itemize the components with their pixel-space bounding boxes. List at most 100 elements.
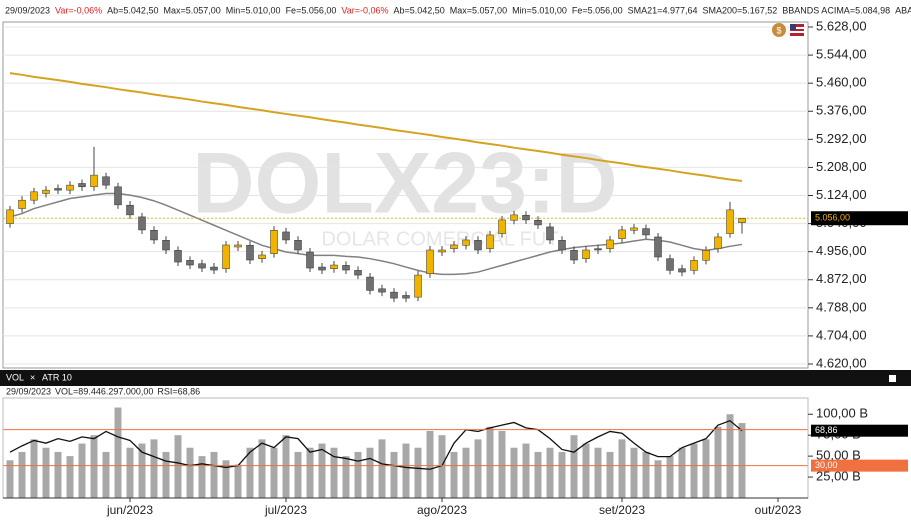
y-tick-label: 4.956,00 — [816, 243, 867, 258]
y-tick-label: 5.544,00 — [816, 47, 867, 62]
candle-body — [150, 230, 158, 241]
y-tick-label: 100,00 B — [816, 406, 868, 421]
y-tick-label: 5.208,00 — [816, 159, 867, 174]
candle-body — [222, 244, 230, 269]
candle-body — [6, 209, 14, 224]
volume-bar — [114, 407, 122, 498]
volume-bar — [258, 439, 266, 498]
candle-body — [606, 239, 614, 249]
y-tick-label: 50,00 B — [816, 448, 861, 463]
panel-toggle[interactable] — [889, 375, 896, 382]
x-tick-label: jul/2023 — [264, 503, 307, 517]
volume-bar — [522, 443, 530, 498]
candle-body — [354, 270, 362, 276]
candle-body — [558, 240, 566, 251]
candle-body — [438, 249, 446, 253]
panel-tab[interactable]: ATR 10 — [42, 372, 72, 382]
candle-body — [666, 258, 674, 271]
candle-body — [690, 260, 698, 271]
candle-body — [522, 214, 530, 221]
candle-body — [330, 264, 338, 269]
rsi-line — [9, 419, 743, 470]
header-item: Fe=5.056,00 — [572, 5, 623, 15]
volume-bar — [390, 451, 398, 498]
volume-bar — [210, 451, 218, 498]
candle-body — [642, 228, 650, 236]
rsi-last-label: 68,86 — [815, 425, 838, 435]
volume-bar — [138, 443, 146, 498]
volume-bar — [426, 430, 434, 498]
candle-body — [126, 204, 134, 216]
watermark: DOLX23:D — [192, 136, 617, 232]
volume-bar — [534, 451, 542, 498]
candle-body — [378, 288, 386, 293]
y-tick-label: 4.788,00 — [816, 299, 867, 314]
candle-body — [18, 199, 26, 209]
volume-bar — [330, 447, 338, 498]
candle-body — [402, 295, 410, 299]
volume-bar — [630, 447, 638, 498]
candle-body — [570, 250, 578, 261]
volume-bar — [606, 451, 614, 498]
volume-bar — [402, 443, 410, 498]
volume-bar — [594, 447, 602, 498]
candle-body — [306, 251, 314, 269]
y-tick-label: 5.628,00 — [816, 18, 867, 33]
header-item: Ab=5.042,50 — [107, 5, 158, 15]
volume-bar — [186, 447, 194, 498]
volume-bar — [246, 447, 254, 498]
volume-bar — [102, 451, 110, 498]
volume-bar — [294, 451, 302, 498]
volume-bar — [462, 447, 470, 498]
panel-bar — [0, 370, 911, 386]
volume-bar — [738, 423, 746, 498]
volume-bar — [570, 435, 578, 498]
y-tick-label: 5.124,00 — [816, 187, 867, 202]
volume-bar — [342, 456, 350, 498]
candle-body — [246, 245, 254, 261]
candle-body — [234, 244, 242, 248]
y-tick-label: 4.620,00 — [816, 355, 867, 370]
panel-tab[interactable]: VOL — [6, 372, 24, 382]
candle-body — [594, 248, 602, 251]
candle-body — [678, 268, 686, 273]
candle-body — [282, 231, 290, 241]
header-item: 29/09/2023 — [5, 5, 50, 15]
last-price-box — [811, 211, 908, 226]
candle-body — [534, 219, 542, 226]
volume-bar — [450, 451, 458, 498]
currency-icon[interactable] — [772, 23, 786, 37]
flag-stripe — [790, 27, 804, 29]
header-item: BBANDS ACIMA=5.084,98 — [782, 5, 890, 15]
volume-bar — [306, 447, 314, 498]
volume-bar — [234, 464, 242, 498]
volume-bar — [354, 451, 362, 498]
volume-bar — [486, 426, 494, 498]
volume-bar — [126, 447, 134, 498]
volume-bar — [150, 439, 158, 498]
watermark-subtitle: DOLAR COMERCIAL FUT — [321, 228, 558, 250]
header-item: Var=-0,06% — [55, 5, 102, 15]
volume-bar — [510, 447, 518, 498]
header-item: Var=-0,06% — [341, 5, 388, 15]
volume-bar — [726, 414, 734, 498]
volume-bar — [414, 447, 422, 498]
header-item: Max=5.057,00 — [450, 5, 507, 15]
panel-info: VOL=89.446.297.000,00 — [55, 386, 153, 396]
header-item: Min=5.010,00 — [512, 5, 567, 15]
candle-body — [450, 244, 458, 249]
last-price-label: 5.056,00 — [815, 213, 850, 223]
candle-body — [78, 183, 86, 188]
header-item: Fe=5.056,00 — [286, 5, 337, 15]
volume-bar — [366, 447, 374, 498]
header-item: Ab=5.042,50 — [393, 5, 444, 15]
volume-bar — [678, 447, 686, 498]
volume-bar — [498, 430, 506, 498]
candle-body — [462, 239, 470, 246]
volume-bar — [6, 460, 14, 498]
header-item: SMA200=5.167,52 — [702, 5, 777, 15]
x-tick-label: out/2023 — [755, 503, 802, 517]
y-tick-label: 4.704,00 — [816, 327, 867, 342]
